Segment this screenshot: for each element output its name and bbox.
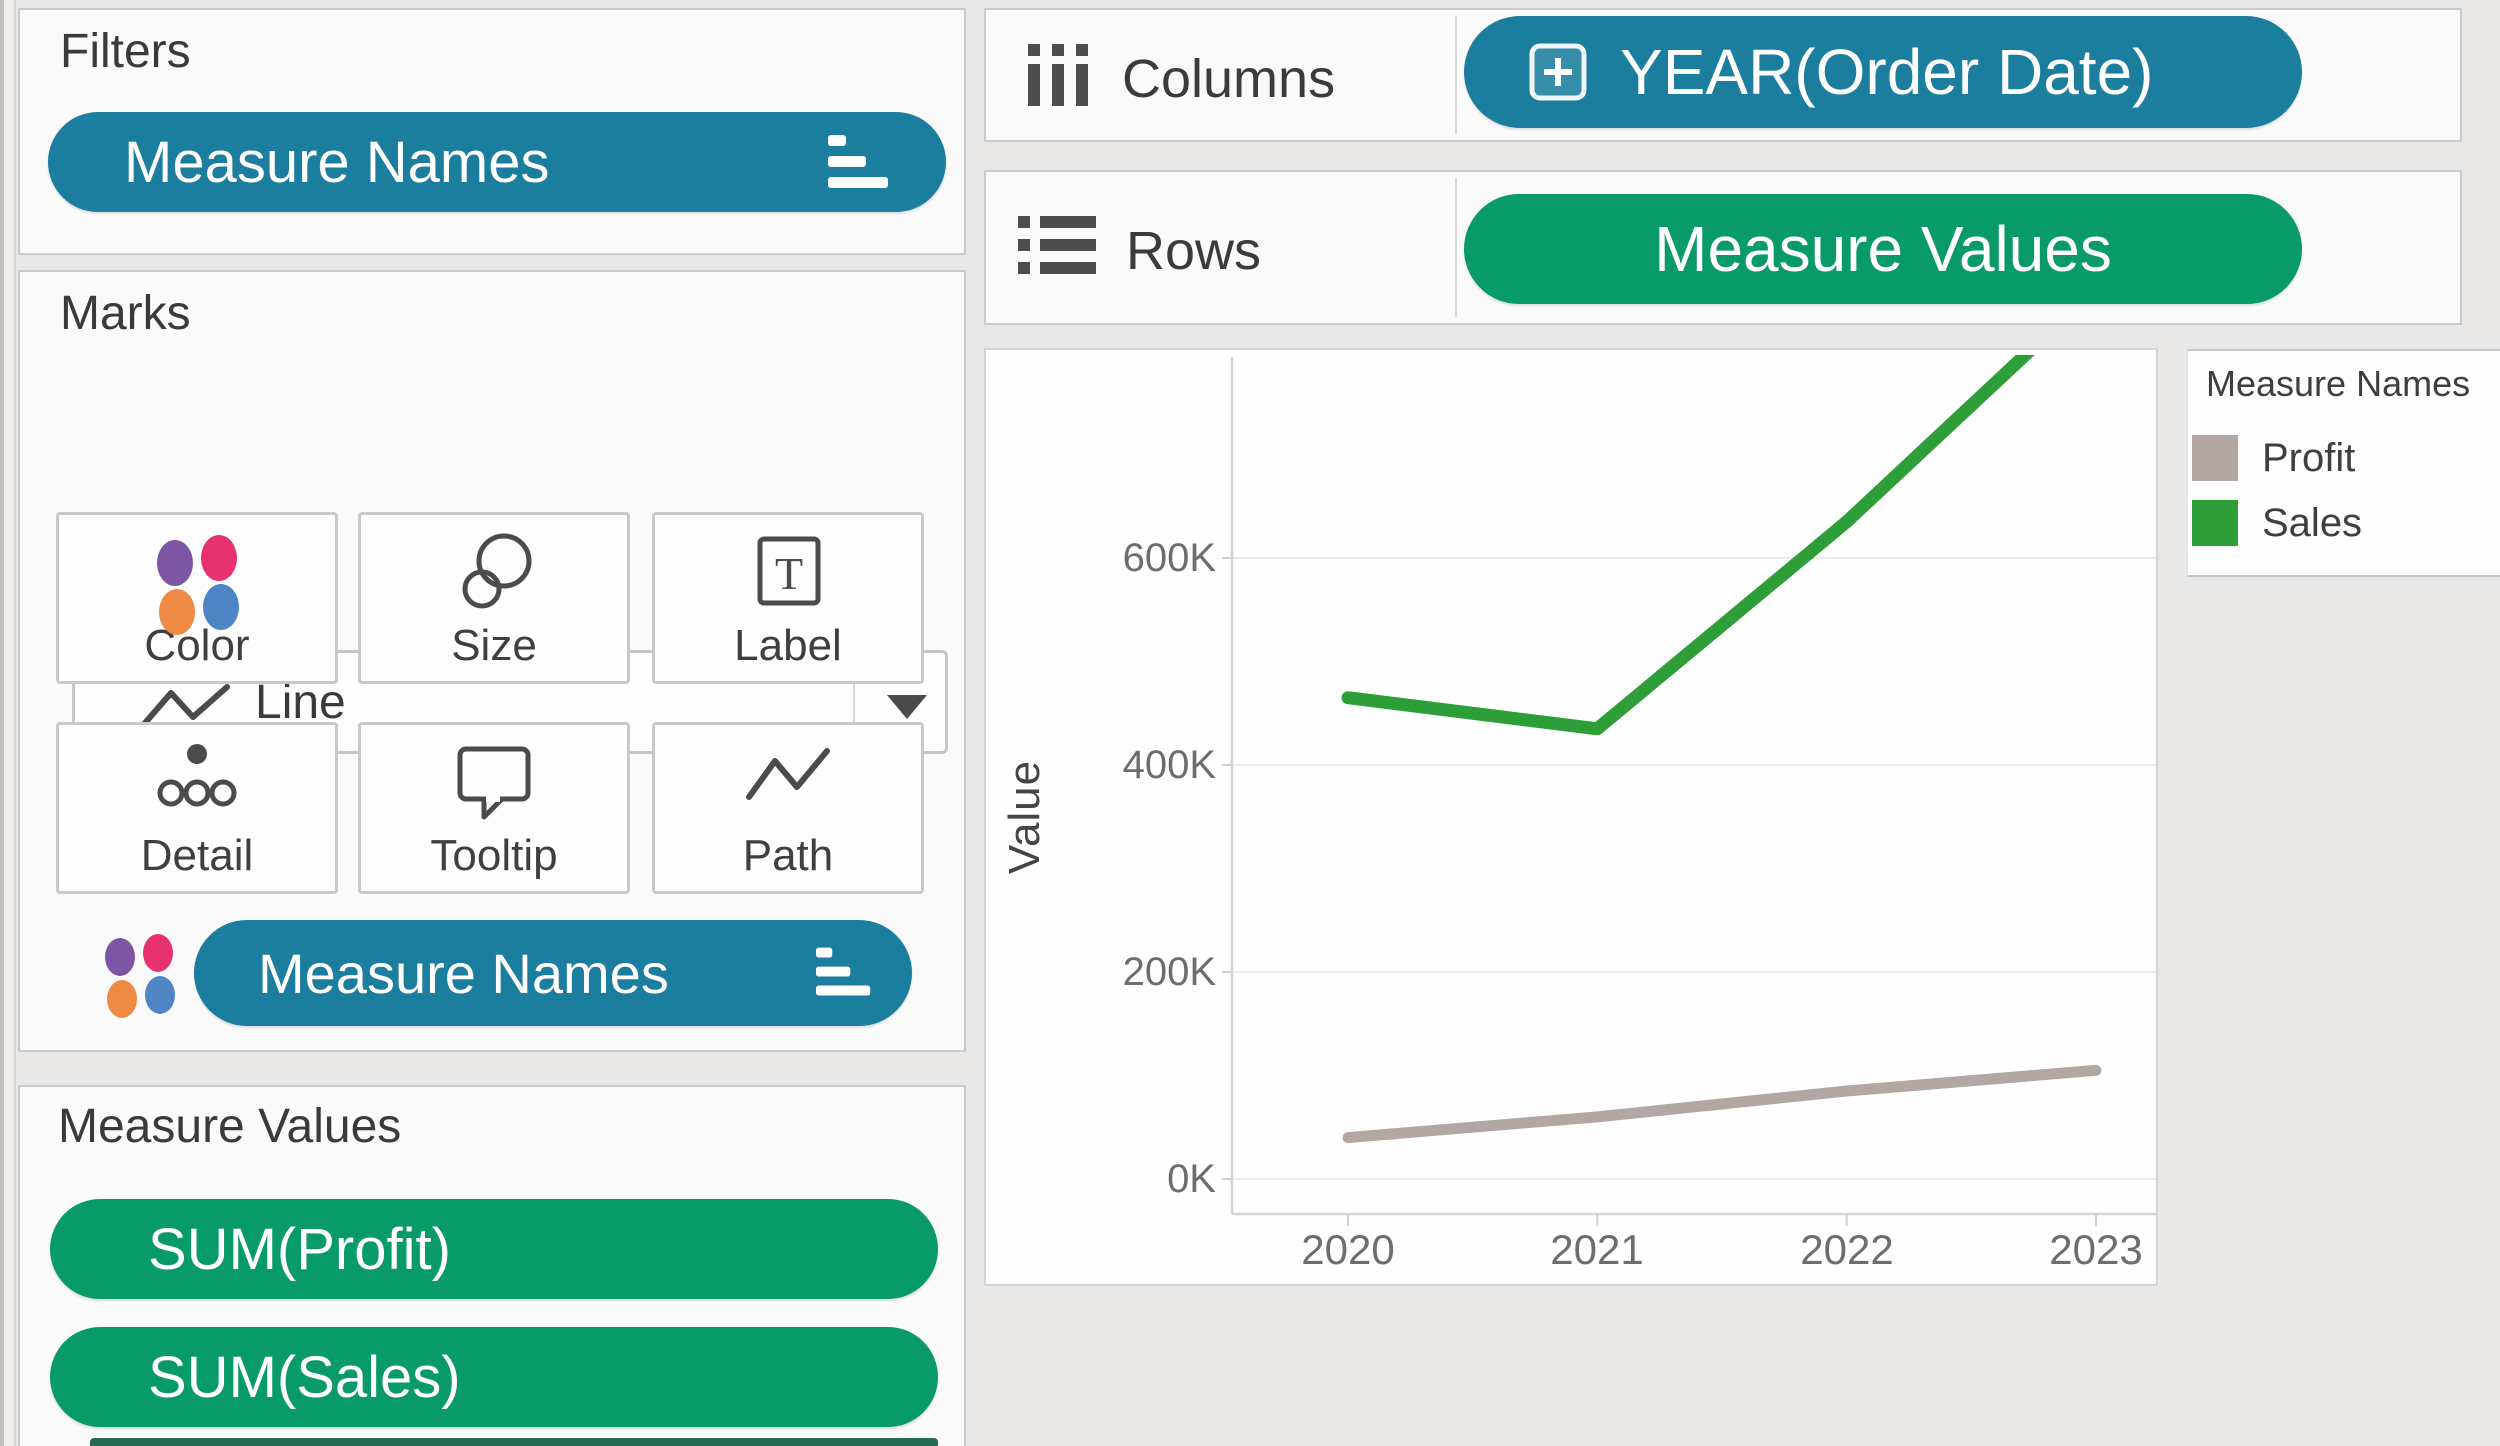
filter-icon[interactable] xyxy=(828,127,890,197)
chart-area[interactable]: Value 600K 400K 200K 0K 2020 2021 2022 2… xyxy=(984,348,2158,1286)
rows-pill-measure-values[interactable]: Measure Values xyxy=(1464,194,2302,304)
rows-icon xyxy=(1018,216,1096,274)
legend-item-sales[interactable]: Sales xyxy=(2192,500,2362,546)
filters-pill-measure-names[interactable]: Measure Names xyxy=(48,112,946,212)
color-icon xyxy=(157,535,239,635)
detail-icon xyxy=(157,744,237,807)
x-tick-label: 2020 xyxy=(1301,1226,1395,1273)
label-icon: T xyxy=(757,536,821,606)
color-legend-icon xyxy=(105,934,175,1018)
y-tick-label: 200K xyxy=(1122,950,1216,994)
x-tick-label: 2021 xyxy=(1550,1226,1644,1273)
data-pane-edge xyxy=(4,0,16,1446)
plus-box-icon[interactable] xyxy=(1528,42,1588,102)
size-button[interactable]: Size xyxy=(358,512,630,684)
filters-pill-label: Measure Names xyxy=(124,129,550,195)
series-line-sales[interactable] xyxy=(1341,350,2096,736)
window-left-edge xyxy=(0,0,4,1446)
path-button-label: Path xyxy=(742,831,834,880)
marks-pill-measure-names[interactable]: Measure Names xyxy=(194,920,912,1026)
legend-item-label: Sales xyxy=(2262,500,2363,545)
columns-icon xyxy=(1028,44,1088,106)
label-button-label: Label xyxy=(734,621,842,670)
tooltip-button-label: Tooltip xyxy=(430,831,558,880)
columns-shelf: Columns YEAR(Order Date) xyxy=(984,8,2462,142)
columns-pill-label: YEAR(Order Date) xyxy=(1620,36,2154,108)
x-tick-label: 2023 xyxy=(2049,1226,2143,1273)
columns-pill-year-order-date[interactable]: YEAR(Order Date) xyxy=(1464,16,2302,128)
label-button[interactable]: T Label xyxy=(652,512,924,684)
mark-type-label: Line xyxy=(255,675,346,729)
y-tick-label: 400K xyxy=(1122,743,1216,787)
legend-card: Measure Names Profit Sales xyxy=(2187,349,2500,577)
marks-title: Marks xyxy=(60,287,191,340)
marks-card: Marks Line Color Size xyxy=(18,270,966,1052)
filters-title: Filters xyxy=(60,25,191,78)
x-tick-label: 2022 xyxy=(1800,1226,1894,1273)
measure-values-title: Measure Values xyxy=(58,1100,402,1153)
pill-sum-sales[interactable]: SUM(Sales) xyxy=(50,1327,938,1427)
filters-card: Filters Measure Names xyxy=(18,8,966,255)
marks-pill-label: Measure Names xyxy=(258,941,669,1005)
svg-text:T: T xyxy=(775,548,803,599)
size-icon xyxy=(462,533,532,609)
profit-swatch xyxy=(2192,435,2238,481)
size-button-label: Size xyxy=(451,621,537,670)
tooltip-button[interactable]: Tooltip xyxy=(358,722,630,894)
tooltip-icon xyxy=(457,746,531,820)
rows-shelf-label: Rows xyxy=(1126,221,1262,281)
sales-swatch xyxy=(2192,500,2238,546)
y-tick-label: 600K xyxy=(1122,536,1216,580)
measure-values-card: Measure Values SUM(Profit) SUM(Sales) xyxy=(18,1085,966,1446)
line-chart-pane[interactable] xyxy=(986,350,2156,1284)
color-button[interactable]: Color xyxy=(56,512,338,684)
path-button[interactable]: Path xyxy=(652,722,924,894)
y-tick-label: 0K xyxy=(1167,1157,1216,1201)
legend-item-profit[interactable]: Profit xyxy=(2192,435,2355,481)
pill-sum-profit[interactable]: SUM(Profit) xyxy=(50,1199,938,1299)
detail-button-label: Detail xyxy=(140,831,254,880)
rows-shelf: Rows Measure Values xyxy=(984,170,2462,325)
color-button-label: Color xyxy=(144,621,250,670)
columns-shelf-label: Columns xyxy=(1122,49,1336,109)
line-icon xyxy=(142,684,230,726)
filter-icon[interactable] xyxy=(816,940,872,1004)
shelf-divider xyxy=(1455,16,1457,134)
chevron-down-icon[interactable] xyxy=(887,695,927,719)
detail-button[interactable]: Detail xyxy=(56,722,338,894)
shelf-divider xyxy=(1455,178,1457,317)
legend-title: Measure Names xyxy=(2206,363,2471,404)
series-line-profit[interactable] xyxy=(1342,1064,2102,1144)
legend-item-label: Profit xyxy=(2262,435,2356,480)
path-icon xyxy=(746,748,830,800)
dropdown-divider xyxy=(853,659,855,745)
rows-pill-label: Measure Values xyxy=(1654,213,2112,285)
next-pill-edge xyxy=(90,1438,938,1446)
sum-profit-label: SUM(Profit) xyxy=(148,1216,451,1282)
sum-sales-label: SUM(Sales) xyxy=(148,1344,461,1410)
